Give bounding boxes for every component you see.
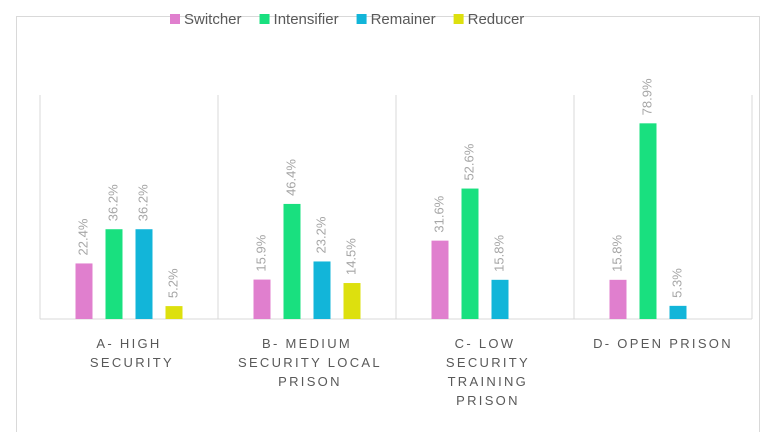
legend-label: Remainer	[371, 11, 436, 28]
x-tick-label: A- HIGH SECURITY	[84, 336, 174, 370]
value-label: 36.2%	[135, 184, 150, 221]
bar	[313, 261, 331, 319]
bar	[253, 279, 271, 319]
bar	[639, 123, 657, 319]
value-label: 15.8%	[491, 235, 506, 272]
value-label: 5.3%	[669, 268, 684, 298]
x-tick-label: B- MEDIUM SECURITY LOCAL PRISON	[232, 336, 382, 389]
x-tick-label: D- OPEN PRISON	[593, 336, 733, 351]
bar	[461, 188, 479, 319]
legend-label: Intensifier	[274, 11, 339, 28]
chart-frame	[16, 16, 760, 432]
value-label: 5.2%	[165, 268, 180, 298]
legend-swatch	[170, 14, 180, 24]
value-label: 14.5%	[343, 238, 358, 275]
legend-swatch	[453, 14, 464, 24]
bar	[135, 229, 153, 319]
x-tick-label: C- LOW SECURITY TRAINING PRISON	[440, 336, 530, 408]
bar	[75, 263, 93, 319]
value-label: 15.8%	[609, 235, 624, 272]
legend-label: Reducer	[468, 11, 525, 28]
bar	[491, 279, 509, 319]
value-label: 46.4%	[283, 159, 298, 196]
value-label: 23.2%	[313, 216, 328, 253]
value-label: 78.9%	[639, 78, 654, 115]
bar	[669, 305, 687, 319]
legend-label: Switcher	[184, 11, 242, 28]
bar	[165, 306, 183, 319]
bar	[431, 240, 449, 319]
legend-swatch	[356, 14, 367, 24]
value-label: 36.2%	[105, 184, 120, 221]
value-label: 22.4%	[75, 218, 90, 255]
bar	[343, 283, 361, 319]
value-label: 15.9%	[253, 234, 268, 271]
value-label: 31.6%	[431, 195, 446, 232]
legend-swatch	[259, 14, 270, 24]
bar	[105, 229, 123, 319]
bar	[283, 203, 301, 319]
value-label: 52.6%	[461, 143, 476, 180]
bar	[609, 279, 627, 319]
